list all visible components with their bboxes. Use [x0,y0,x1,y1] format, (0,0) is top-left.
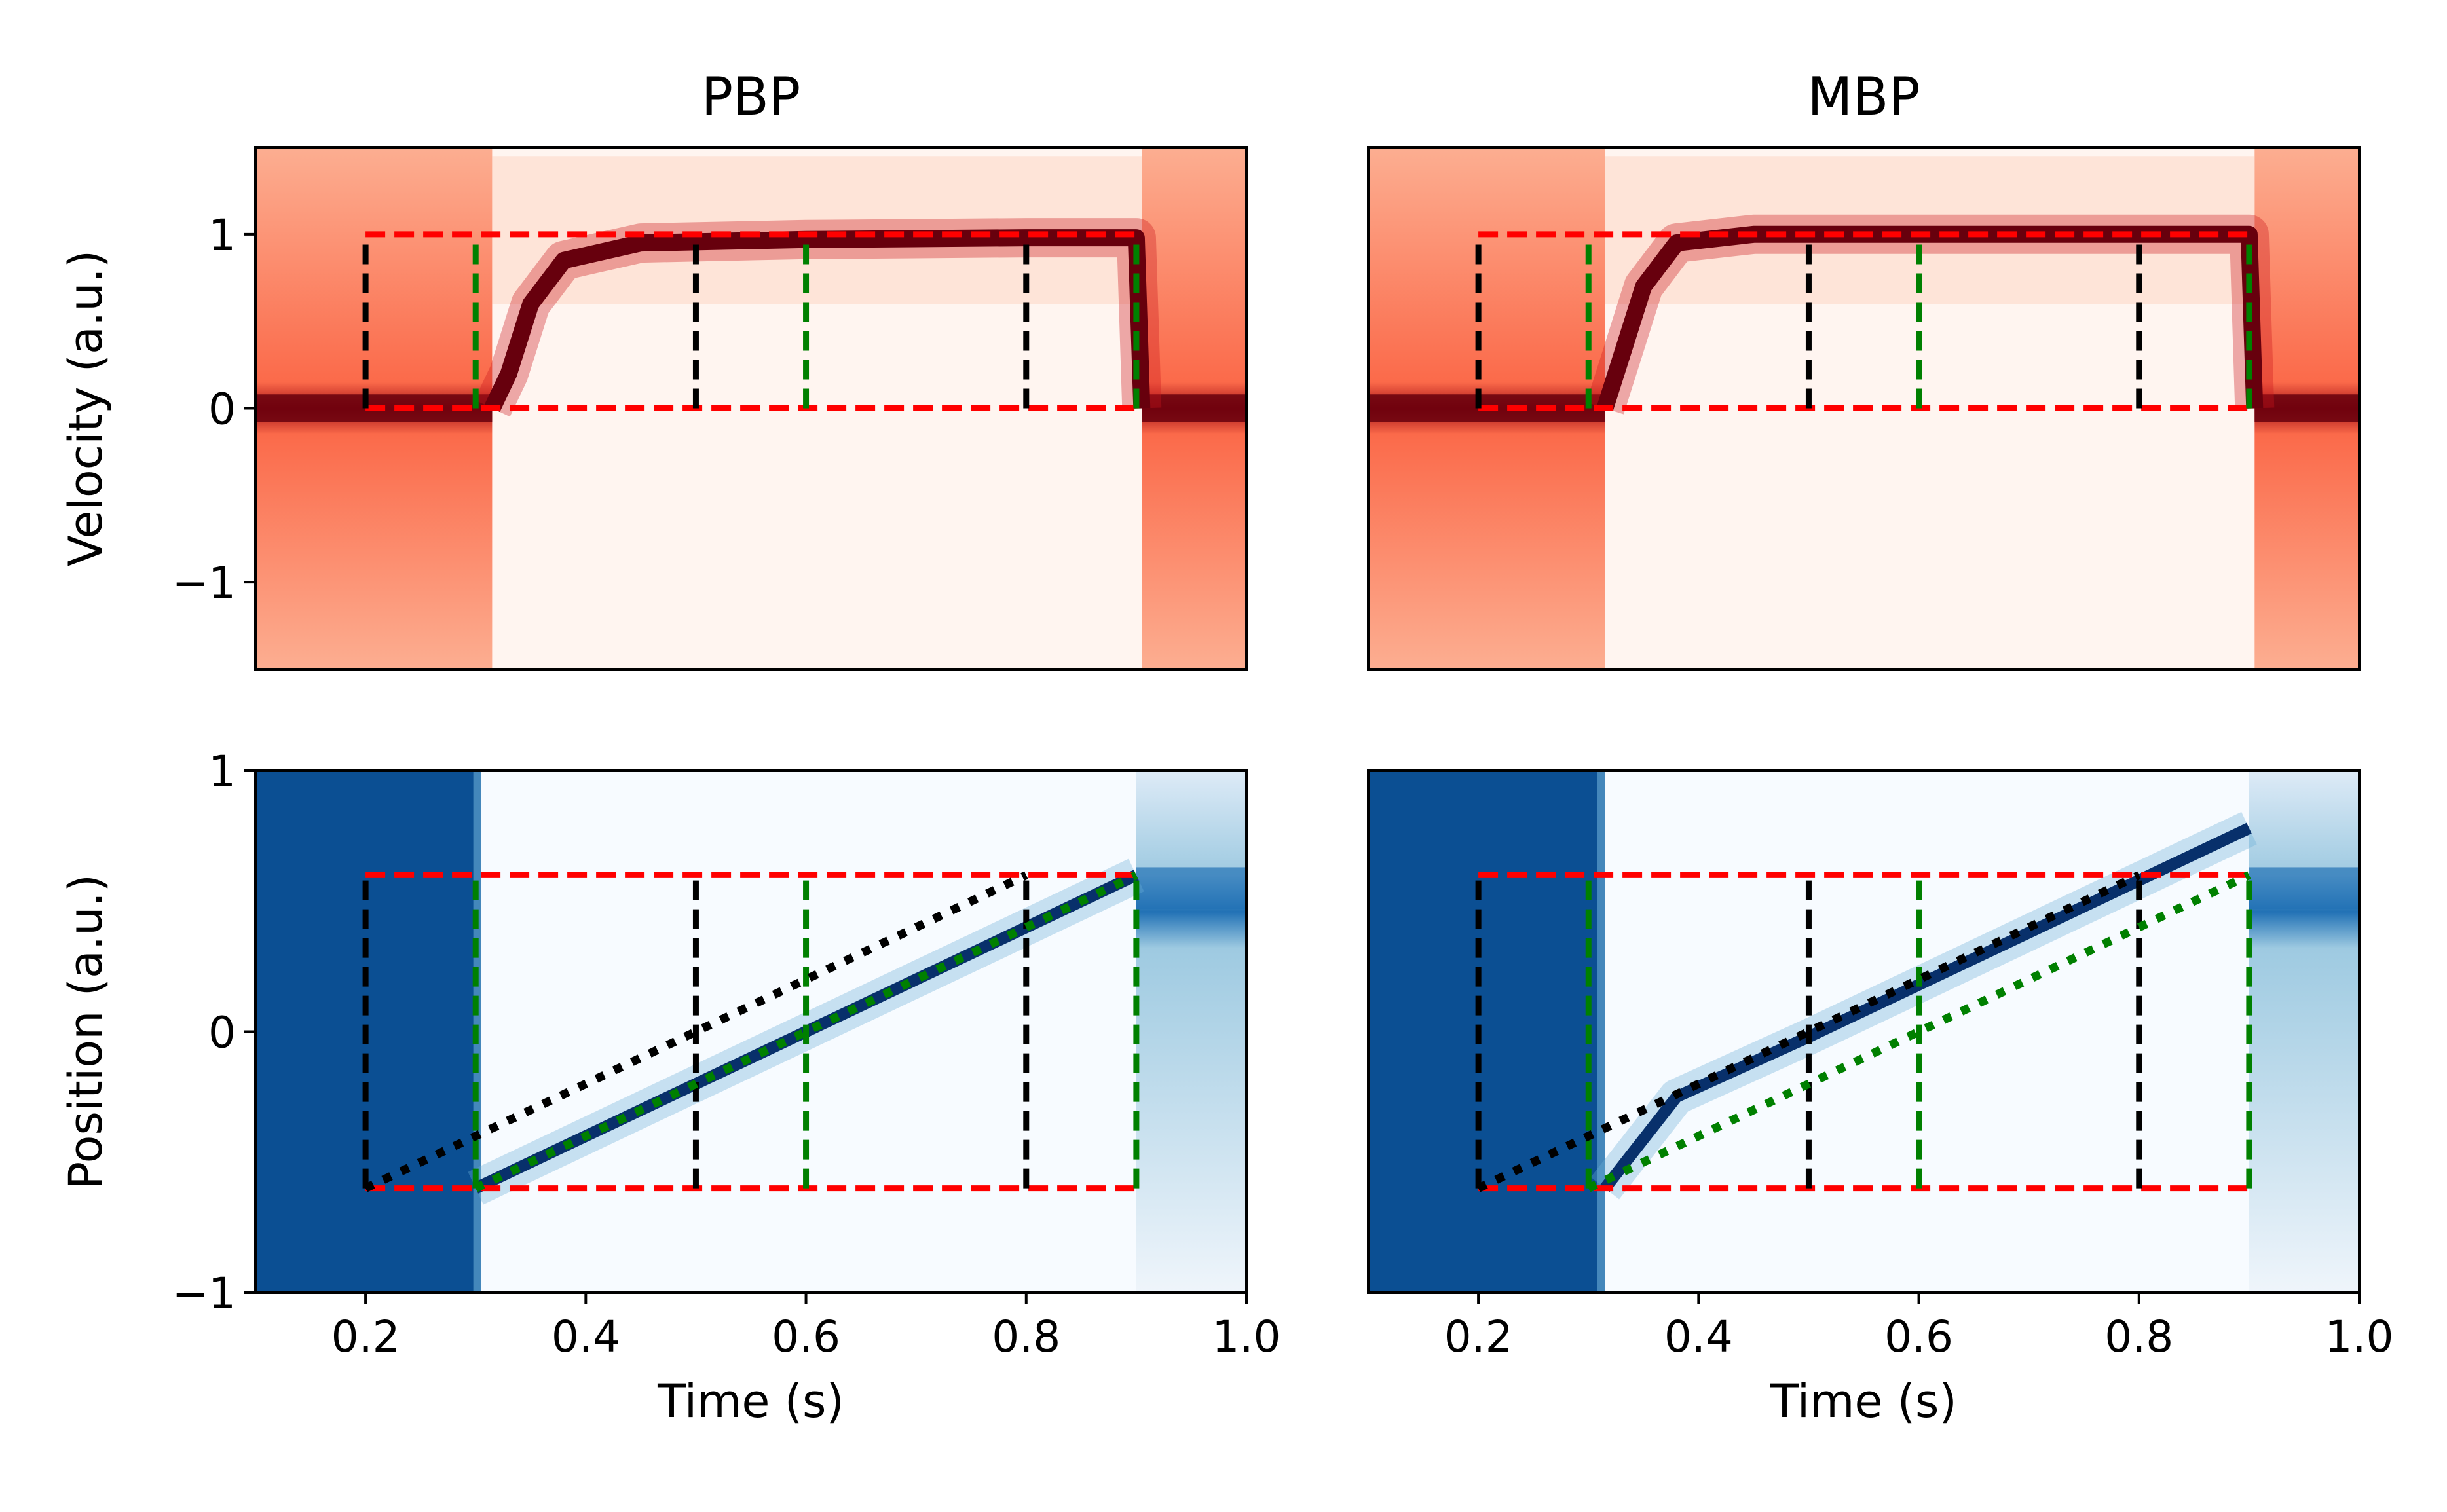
x-axis-label: Time (s) [657,1374,844,1428]
y-tick-label: 1 [208,747,236,797]
target-line-black [1476,871,2141,1192]
panel-position-mbp: 0.2 0.4 0.6 0.8 1.0 Time (s) [1367,769,2394,1428]
heatmap-zero-band [1142,394,1246,422]
heatmap-final-band [2249,867,2359,910]
panel-title: MBP [1807,66,1920,127]
panel-velocity-mbp: MBP [1367,66,2361,671]
y-tick-label: 0 [208,384,236,435]
heatmap-zero-band [2254,394,2359,422]
x-tick-label: 0.4 [1664,1312,1733,1362]
heatmap-post-region [2249,771,2359,1293]
x-tick-label: 1.0 [1212,1312,1281,1362]
x-tick-label: 0.4 [551,1312,620,1362]
heatmap-post-region [1136,771,1246,1293]
heatmap-move-region [1605,771,2249,1293]
target-line-green [1586,871,2251,1192]
panel-position-pbp: −1 0 1 0.2 0.4 0.6 0.8 1.0 Time (s) Position (a.u… [59,747,1280,1428]
y-tick-label: 1 [208,210,236,261]
y-tick-label: −1 [172,1268,236,1319]
y-axis-label: Position (a.u.) [59,874,113,1189]
target-line-green [474,871,1138,1192]
axes-frame [1367,146,2361,671]
x-tick-label: 0.2 [331,1312,400,1362]
x-tick-label: 1.0 [2325,1312,2394,1362]
x-tick-label: 0.2 [1444,1312,1513,1362]
plot-area [255,147,1246,669]
plot-area [255,771,1246,1293]
panel-title: PBP [701,66,800,127]
heatmap-final-band [1136,867,1246,910]
target-line-black [364,871,1028,1192]
heatmap-edge [1597,771,1605,1293]
x-tick-label: 0.6 [1884,1312,1953,1362]
y-tick-label: −1 [172,558,236,608]
y-axis-label: Velocity (a.u.) [59,250,113,566]
panel-velocity-pbp: −1 0 1 PBP Velocity (a.u.) [59,66,1248,671]
x-tick-label: 0.8 [992,1312,1060,1362]
axes-frame [1367,769,2361,1294]
heatmap-pre-region [1368,771,1605,1293]
x-tick-label: 0.8 [2104,1312,2173,1362]
plot-area [1368,147,2359,669]
plot-area [1368,771,2359,1293]
x-axis-label: Time (s) [1770,1374,1957,1428]
y-tick-label: 0 [208,1008,236,1058]
x-tick-label: 0.6 [772,1312,840,1362]
velocity-ridge [484,229,1151,413]
